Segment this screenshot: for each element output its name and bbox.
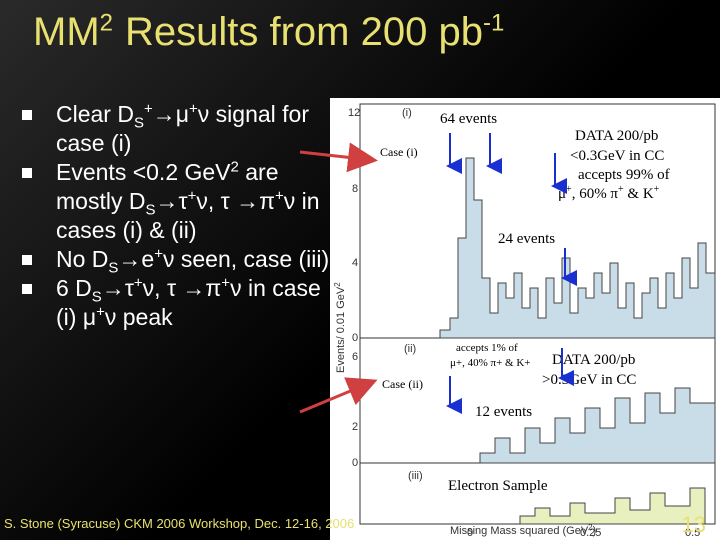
case-ii-label: Case (ii)	[382, 377, 423, 391]
bullet-item: 6 DS→τ+ν, τ →π+ν in case (i) μ+ν peak	[22, 274, 342, 332]
data-upper-line: DATA 200/pb	[575, 128, 658, 144]
ytick-label: 4	[352, 257, 358, 269]
bullet-marker-icon	[22, 110, 32, 120]
panel-label-i: (i)	[402, 107, 412, 119]
ytick-label: 8	[352, 183, 358, 195]
xtick-label: 0	[467, 527, 473, 539]
bullet-marker-icon	[22, 284, 32, 294]
bullet-item: Events <0.2 GeV2 are mostly DS→τ+ν, τ →π…	[22, 158, 342, 245]
bullet-marker-icon	[22, 255, 32, 265]
ytick-label: 4	[352, 381, 358, 393]
accepts-line: μ+, 40% π+ & K+	[450, 357, 530, 369]
data-upper-line: <0.3GeV in CC	[570, 148, 664, 164]
histogram-figure: 12 8 4 0 6 4 2 0 0 0.25 0.5 Events/ 0.01…	[330, 98, 720, 540]
ytick-label: 6	[352, 351, 358, 363]
electron-sample-label: Electron Sample	[448, 478, 548, 494]
xtick-label: 0.5	[685, 527, 700, 539]
data-upper-line: accepts 99% of	[578, 167, 670, 183]
panel-label-iii: (iii)	[408, 470, 423, 482]
histogram-panel-iii	[519, 487, 706, 525]
slide-title: MM2 Results from 200 pb-1	[33, 9, 505, 54]
bullet-item: Clear DS+→μ+ν signal for case (i)	[22, 100, 342, 158]
data-lower-line: >0.3GeV in CC	[542, 372, 636, 388]
y-axis-label: Events/ 0.01 GeV2	[333, 282, 347, 373]
ytick-label: 0	[352, 457, 358, 469]
events-24-label: 24 events	[498, 231, 555, 247]
data-upper-line: μ+, 60% π+ & K+	[558, 184, 660, 202]
data-lower-line: DATA 200/pb	[552, 352, 635, 368]
histogram-panel-i	[439, 157, 716, 339]
bullet-list: Clear DS+→μ+ν signal for case (i) Events…	[22, 100, 342, 332]
histogram-svg: 12 8 4 0 6 4 2 0 0 0.25 0.5 Events/ 0.01…	[333, 103, 716, 539]
ytick-label: 0	[352, 332, 358, 344]
page-number: 13	[681, 512, 706, 537]
accepts-line: accepts 1% of	[456, 342, 518, 354]
events-64-label: 64 events	[440, 111, 497, 127]
bullet-marker-icon	[22, 168, 32, 178]
xtick-label: 0.25	[580, 527, 601, 539]
case-i-label: Case (i)	[380, 145, 418, 159]
ytick-label: 2	[352, 421, 358, 433]
panel-label-ii: (ii)	[404, 343, 416, 355]
events-12-label: 12 events	[475, 404, 532, 420]
footer-text: S. Stone (Syracuse) CKM 2006 Workshop, D…	[4, 516, 355, 531]
x-axis-label: Missing Mass squared (GeV2)	[450, 523, 596, 537]
ytick-label: 12	[348, 107, 360, 119]
bullet-item: No DS→e+ν seen, case (iii)	[22, 245, 342, 276]
histogram-panel-ii	[479, 387, 716, 464]
